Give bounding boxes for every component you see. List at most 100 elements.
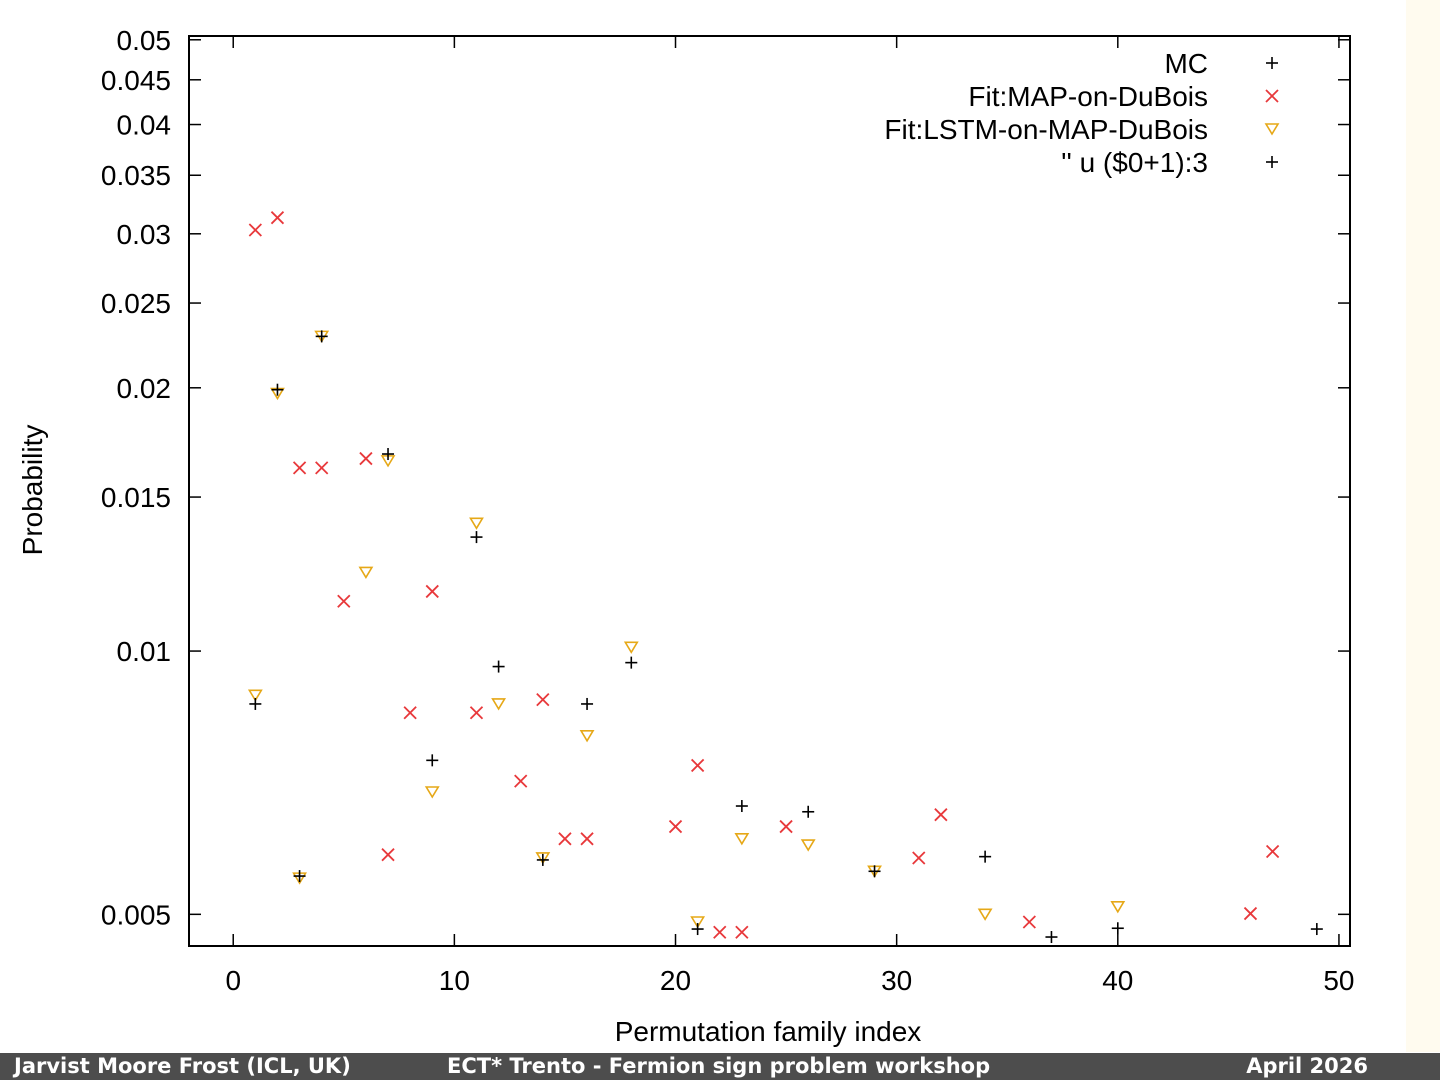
cross-b [359, 451, 373, 466]
data-point-cross [1022, 915, 1036, 929]
slide-margin [1406, 0, 1440, 1052]
x-tick-label: 50 [1323, 965, 1354, 996]
data-point-triangle-down [1110, 901, 1126, 914]
data-point-cross [580, 832, 594, 846]
data-point-triangle-down [469, 517, 484, 530]
data-point-cross [536, 692, 550, 707]
data-point-cross [337, 594, 351, 608]
footer-author: Jarvist Moore Frost (ICL, UK) [14, 1054, 351, 1078]
data-point-cross [359, 451, 373, 466]
data-point-triangle-down [977, 908, 993, 921]
data-point-triangle-down [734, 833, 750, 846]
x-tick-label: 0 [225, 965, 241, 996]
cross-b [934, 808, 948, 822]
data-point-plus [1310, 923, 1323, 936]
cross-b [514, 774, 528, 788]
data-point-plus [382, 448, 395, 461]
data-point-cross [315, 461, 329, 475]
cross-b [668, 819, 683, 834]
data-point-plus [249, 697, 262, 710]
data-point-plus [691, 923, 704, 936]
cross-b [1265, 89, 1279, 103]
data-point-cross [1243, 906, 1258, 921]
data-point-cross [912, 851, 926, 865]
legend-label: Fit:MAP-on-DuBois [968, 81, 1208, 112]
legend-label: '' u ($0+1):3 [1061, 147, 1208, 178]
data-point-cross [425, 584, 439, 599]
legend-marker-cross [1265, 89, 1279, 103]
cross-b [690, 758, 705, 773]
data-point-plus [735, 800, 748, 813]
x-tick-label: 10 [439, 965, 470, 996]
cross-b [536, 692, 550, 707]
data-point-cross [934, 808, 948, 822]
y-tick-label: 0.025 [101, 288, 171, 319]
x-tick-label: 40 [1102, 965, 1133, 996]
cross-b [558, 832, 572, 846]
data-point-triangle-down [690, 916, 706, 929]
plot-border [188, 35, 1351, 947]
data-point-plus [625, 656, 638, 669]
data-point-cross [713, 925, 727, 939]
slide-footer: Jarvist Moore Frost (ICL, UK) ECT* Trent… [0, 1053, 1440, 1080]
axes-frame [188, 35, 1351, 947]
data-point-triangle-down [800, 839, 816, 852]
x-tick-label: 30 [881, 965, 912, 996]
data-point-plus [581, 697, 594, 710]
cross-b [315, 461, 329, 475]
cross-b [403, 706, 417, 720]
data-point-triangle-down [535, 852, 551, 865]
data-point-plus [1111, 922, 1124, 935]
data-point-plus [802, 805, 815, 818]
cross-b [292, 461, 307, 475]
scatter-plot: 0 10 20 30 40 50 0.005 0.01 0.015 0.02 0.025 0.03 0.… [17, 25, 1355, 1047]
cross-b [381, 848, 395, 862]
legend-marker-triangle-down [1264, 123, 1280, 136]
y-tick-label: 0.01 [117, 636, 172, 667]
y-tick-label: 0.04 [117, 110, 172, 141]
footer-event: ECT* Trento - Fermion sign problem works… [447, 1054, 991, 1078]
legend-label: Fit:LSTM-on-MAP-DuBois [884, 114, 1208, 145]
legend: MCFit:MAP-on-DuBoisFit:LSTM-on-MAP-DuBoi… [884, 48, 1280, 178]
axis-ticks: 0 10 20 30 40 50 0.005 0.01 0.015 0.02 0.025 0.03 0.… [101, 25, 1355, 996]
y-tick-label: 0.045 [101, 65, 171, 96]
cross-b [248, 223, 262, 237]
data-point-cross [514, 774, 528, 788]
cross-b [779, 819, 793, 834]
data-point-plus [979, 850, 992, 863]
y-tick-label: 0.035 [101, 160, 171, 191]
cross-b [1265, 844, 1280, 859]
y-tick-label: 0.015 [101, 482, 171, 513]
y-tick-label: 0.03 [117, 219, 172, 250]
cross-b [469, 706, 484, 720]
data-point-plus [868, 865, 881, 878]
data-point-plus [492, 660, 505, 673]
y-tick-label: 0.02 [117, 373, 172, 404]
legend-label: MC [1164, 48, 1208, 79]
data-point-cross [469, 706, 484, 720]
data-point-plus [1045, 931, 1058, 944]
data-point-triangle-down [579, 730, 595, 743]
cross-b [270, 211, 285, 225]
data-point-cross [248, 223, 262, 237]
data-point-triangle-down [491, 698, 507, 711]
data-point-plus [315, 330, 328, 343]
data-point-cross [381, 848, 395, 862]
x-tick-label: 20 [660, 965, 691, 996]
cross-b [425, 584, 439, 599]
data-point-cross [558, 832, 572, 846]
data-point-triangle-down [623, 641, 639, 654]
data-point-triangle-down [424, 786, 440, 799]
data-point-cross [1265, 844, 1280, 859]
data-point-plus [426, 754, 439, 767]
y-tick-label: 0.05 [117, 25, 172, 56]
cross-b [1022, 915, 1036, 929]
data-point-triangle-down [247, 689, 263, 702]
cross-b [1243, 906, 1258, 921]
y-tick-label: 0.005 [101, 899, 171, 930]
cross-b [337, 594, 351, 608]
footer-date: April 2026 [1246, 1054, 1368, 1078]
data-points [247, 211, 1323, 944]
data-point-cross [270, 211, 285, 225]
cross-b [735, 925, 749, 939]
